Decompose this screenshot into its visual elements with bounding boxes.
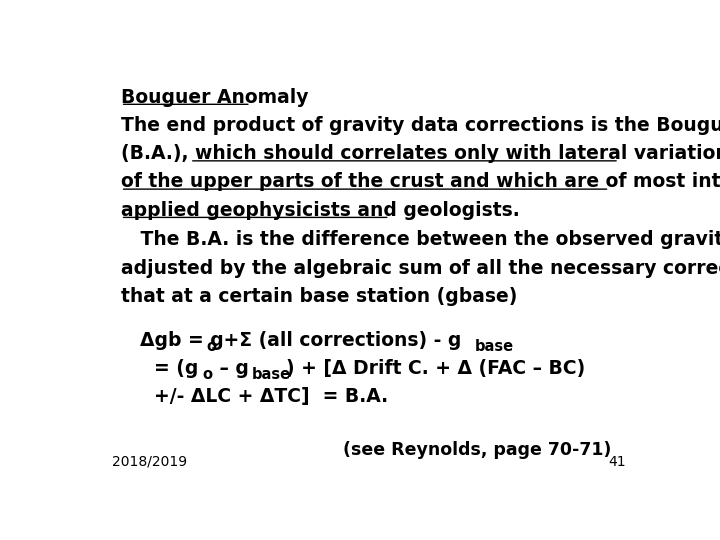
Text: o: o (206, 339, 216, 354)
Text: +/- ΔLC + ΔTC]  = B.A.: +/- ΔLC + ΔTC] = B.A. (154, 387, 388, 407)
Text: = (g: = (g (154, 359, 199, 378)
Text: – g: – g (213, 359, 248, 378)
Text: Bouguer Anomaly: Bouguer Anomaly (121, 87, 308, 107)
Text: +Σ (all corrections) - g: +Σ (all corrections) - g (217, 331, 462, 350)
Text: o: o (202, 367, 212, 382)
Text: applied geophysicists and geologists.: applied geophysicists and geologists. (121, 201, 519, 220)
Text: Δgb = g: Δgb = g (140, 331, 224, 350)
Text: The end product of gravity data corrections is the Bouguer Anomaly: The end product of gravity data correcti… (121, 116, 720, 135)
Text: 41: 41 (608, 455, 626, 469)
Text: base: base (252, 367, 291, 382)
Text: of the upper parts of the crust and which are of most interest to: of the upper parts of the crust and whic… (121, 172, 720, 192)
Text: ) + [Δ Drift C. + Δ (FAC – BC): ) + [Δ Drift C. + Δ (FAC – BC) (287, 359, 585, 378)
Text: adjusted by the algebraic sum of all the necessary corrections, and: adjusted by the algebraic sum of all the… (121, 259, 720, 278)
Text: base: base (475, 339, 514, 354)
Text: 2018/2019: 2018/2019 (112, 455, 187, 469)
Text: that at a certain base station (gbase): that at a certain base station (gbase) (121, 287, 517, 306)
Text: The B.A. is the difference between the observed gravity value (go): The B.A. is the difference between the o… (121, 231, 720, 249)
Text: (see Reynolds, page 70-71): (see Reynolds, page 70-71) (343, 441, 612, 459)
Text: (B.A.), which should correlates only with lateral variations in density: (B.A.), which should correlates only wit… (121, 144, 720, 163)
